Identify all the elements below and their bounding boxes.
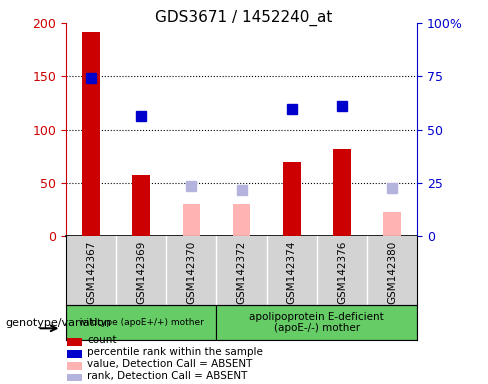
Text: GSM142380: GSM142380 — [387, 241, 397, 304]
Bar — [217, 305, 417, 340]
Text: GSM142369: GSM142369 — [136, 241, 146, 305]
Bar — [132, 175, 150, 236]
Text: GSM142374: GSM142374 — [287, 241, 297, 305]
Text: percentile rank within the sample: percentile rank within the sample — [87, 347, 263, 357]
Text: count: count — [87, 335, 117, 345]
Text: GDS3671 / 1452240_at: GDS3671 / 1452240_at — [155, 10, 333, 26]
Bar — [67, 374, 82, 381]
Text: value, Detection Call = ABSENT: value, Detection Call = ABSENT — [87, 359, 253, 369]
Bar — [233, 204, 250, 236]
Bar — [82, 31, 100, 236]
Bar — [67, 338, 82, 346]
Bar — [333, 149, 351, 236]
Bar — [283, 162, 301, 236]
Text: wildtype (apoE+/+) mother: wildtype (apoE+/+) mother — [79, 318, 203, 327]
Bar — [384, 212, 401, 236]
Bar — [183, 204, 200, 236]
Bar — [67, 350, 82, 358]
Bar — [66, 305, 217, 340]
Bar — [67, 362, 82, 370]
Text: GSM142376: GSM142376 — [337, 241, 347, 305]
Text: GSM142370: GSM142370 — [186, 241, 196, 304]
Text: GSM142372: GSM142372 — [237, 241, 246, 305]
Text: GSM142367: GSM142367 — [86, 241, 96, 305]
Text: genotype/variation: genotype/variation — [5, 318, 111, 328]
Text: rank, Detection Call = ABSENT: rank, Detection Call = ABSENT — [87, 371, 247, 381]
Text: apolipoprotein E-deficient
(apoE-/-) mother: apolipoprotein E-deficient (apoE-/-) mot… — [249, 312, 384, 333]
